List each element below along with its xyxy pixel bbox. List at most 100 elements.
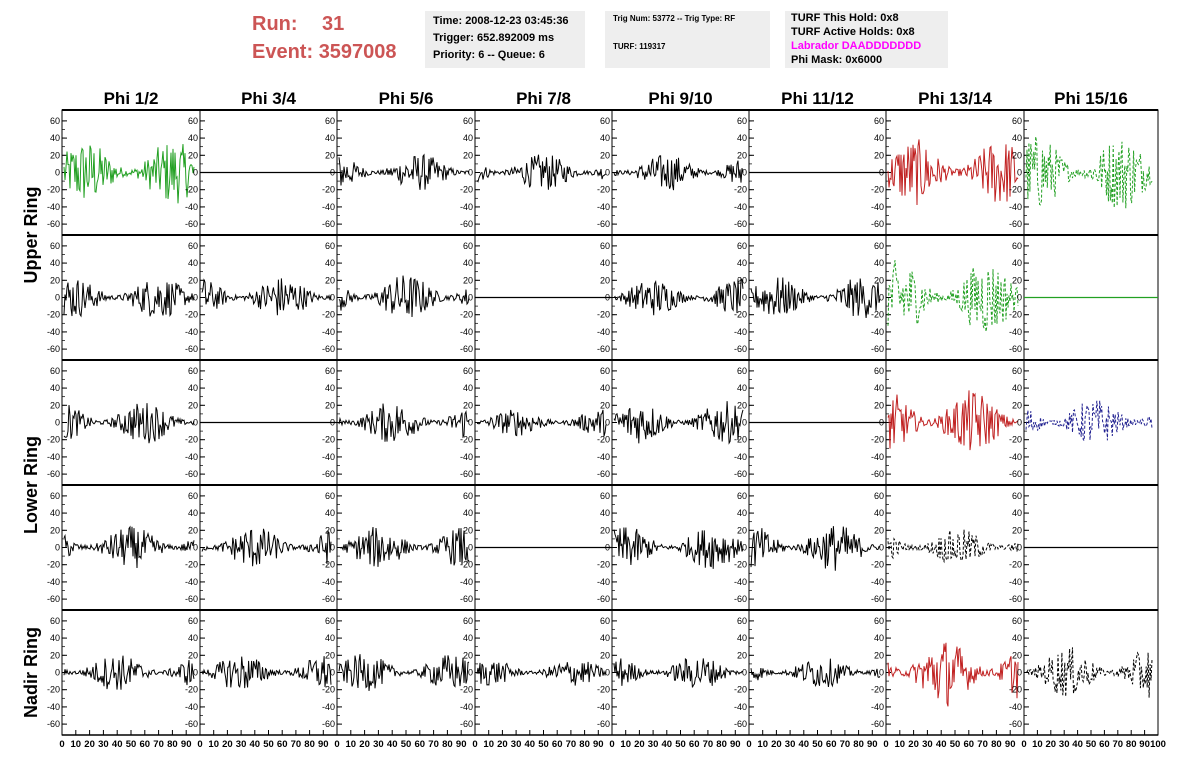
- y-tick-label: -20: [597, 685, 610, 695]
- waveform-trace: [63, 280, 195, 318]
- y-tick-label: -60: [1009, 219, 1022, 229]
- y-tick-label: -40: [185, 577, 198, 587]
- x-tick-label: 80: [304, 739, 315, 750]
- y-tick-label: 0: [193, 418, 198, 428]
- y-tick-label: 60: [188, 116, 198, 126]
- y-tick-label: 60: [874, 116, 884, 126]
- y-tick-label: 40: [463, 133, 473, 143]
- x-tick-label: 10: [895, 739, 906, 750]
- waveform-trace: [338, 153, 470, 190]
- y-tick-label: 20: [188, 275, 198, 285]
- x-tick-label: 60: [415, 739, 426, 750]
- x-tick-label: 10: [208, 739, 219, 750]
- turf-text: TURF: 119317: [613, 42, 666, 51]
- y-tick-label: -20: [185, 685, 198, 695]
- y-tick-label: -60: [597, 469, 610, 479]
- y-tick-label: -40: [597, 577, 610, 587]
- y-tick-label: 0: [1017, 418, 1022, 428]
- waveform-trace: [63, 403, 195, 444]
- y-tick-label: -60: [322, 594, 335, 604]
- y-tick-label: -40: [1009, 202, 1022, 212]
- x-tick-label: 50: [675, 739, 686, 750]
- x-tick-label: 60: [964, 739, 975, 750]
- y-tick-label: -20: [185, 310, 198, 320]
- panel-frame: [1023, 609, 1159, 736]
- y-tick-label: -20: [47, 310, 60, 320]
- y-tick-label: -20: [734, 185, 747, 195]
- x-tick-label: 80: [1126, 739, 1137, 750]
- ring-label: Lower Ring: [21, 436, 41, 534]
- y-tick-label: -40: [322, 202, 335, 212]
- y-tick-label: 40: [463, 633, 473, 643]
- waveform-trace: [476, 154, 607, 190]
- x-tick-label: 10: [757, 739, 768, 750]
- y-tick-label: 40: [188, 258, 198, 268]
- waveform-trace: [1025, 136, 1153, 209]
- x-tick-label: 10: [346, 739, 357, 750]
- y-tick-label: 60: [600, 616, 610, 626]
- y-tick-label: 60: [737, 366, 747, 376]
- y-tick-label: -60: [47, 344, 60, 354]
- x-tick-label: 10: [483, 739, 494, 750]
- y-tick-label: 60: [737, 241, 747, 251]
- y-tick-label: -40: [47, 702, 60, 712]
- y-tick-label: 60: [463, 241, 473, 251]
- y-tick-label: 20: [188, 525, 198, 535]
- waveform-trace: [613, 277, 744, 316]
- y-tick-label: 40: [1012, 508, 1022, 518]
- y-tick-label: 40: [737, 508, 747, 518]
- priority-text: Priority: 6 -- Queue: 6: [433, 49, 545, 61]
- x-tick-label: 60: [826, 739, 837, 750]
- y-tick-label: -40: [597, 452, 610, 462]
- y-tick-label: -20: [460, 310, 473, 320]
- y-tick-label: 60: [188, 241, 198, 251]
- x-tick-label: 30: [1059, 739, 1070, 750]
- waveform-trace: [338, 403, 470, 442]
- y-tick-label: -60: [460, 469, 473, 479]
- y-tick-label: 60: [188, 366, 198, 376]
- x-tick-label: 60: [1099, 739, 1110, 750]
- y-tick-label: -60: [185, 719, 198, 729]
- labrador-text: Labrador DAADDDDDDD: [791, 40, 922, 52]
- y-tick-label: -40: [460, 577, 473, 587]
- y-tick-label: 60: [325, 116, 335, 126]
- y-tick-label: 40: [874, 633, 884, 643]
- y-tick-label: 0: [468, 168, 473, 178]
- y-tick-label: 20: [188, 400, 198, 410]
- y-tick-label: 60: [600, 241, 610, 251]
- x-tick-label: 0: [746, 739, 751, 750]
- x-tick-label: 0: [59, 739, 64, 750]
- y-tick-label: 40: [50, 383, 60, 393]
- y-tick-label: -60: [1009, 344, 1022, 354]
- y-tick-label: -60: [47, 219, 60, 229]
- x-tick-label: 30: [511, 739, 522, 750]
- y-tick-label: 20: [1012, 150, 1022, 160]
- y-tick-label: -20: [47, 685, 60, 695]
- y-tick-label: 40: [325, 258, 335, 268]
- y-tick-label: 40: [600, 258, 610, 268]
- y-tick-label: -60: [185, 344, 198, 354]
- waveform-trace: [887, 529, 1019, 564]
- y-tick-label: 0: [742, 668, 747, 678]
- event-value: 3597008: [318, 41, 397, 63]
- y-tick-label: 0: [55, 543, 60, 553]
- y-tick-label: 20: [874, 150, 884, 160]
- y-tick-label: -40: [322, 327, 335, 337]
- run-label: Run:: [252, 13, 298, 35]
- x-tick-label: 20: [222, 739, 233, 750]
- y-tick-label: -40: [597, 702, 610, 712]
- y-tick-label: 40: [325, 133, 335, 143]
- y-tick-label: 20: [737, 525, 747, 535]
- x-tick-label: 0: [334, 739, 339, 750]
- x-tick-label: 30: [236, 739, 247, 750]
- y-tick-label: 0: [193, 168, 198, 178]
- y-tick-label: 60: [463, 116, 473, 126]
- y-tick-label: -60: [597, 594, 610, 604]
- waveform-trace: [750, 526, 881, 571]
- y-tick-label: -20: [597, 185, 610, 195]
- y-tick-label: -40: [322, 702, 335, 712]
- y-tick-label: 0: [468, 418, 473, 428]
- y-tick-label: 40: [50, 258, 60, 268]
- y-tick-label: -20: [47, 560, 60, 570]
- y-tick-label: 0: [1017, 293, 1022, 303]
